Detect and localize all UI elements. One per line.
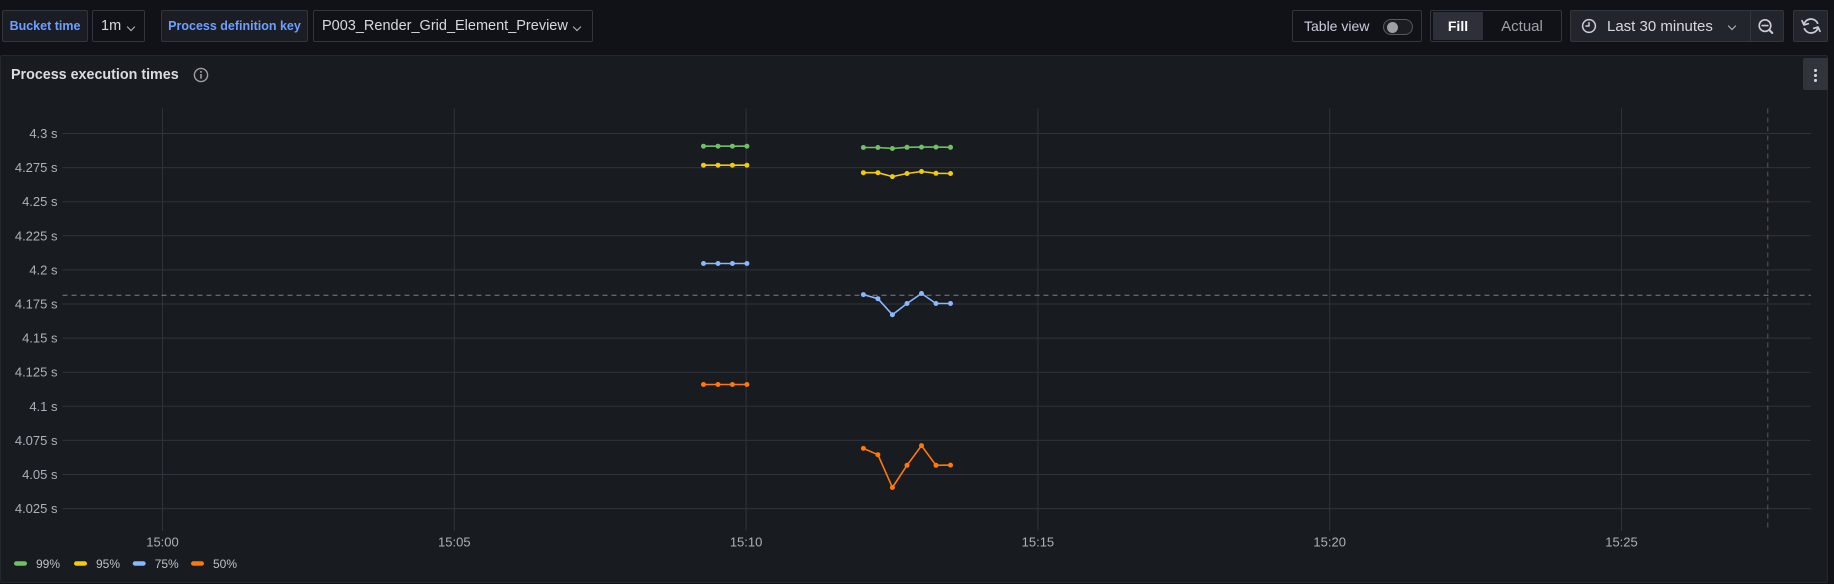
svg-text:4.275 s: 4.275 s (15, 160, 58, 175)
svg-text:4.1 s: 4.1 s (29, 399, 58, 414)
svg-text:15:15: 15:15 (1022, 535, 1055, 550)
svg-text:4.175 s: 4.175 s (15, 297, 58, 312)
svg-text:15:05: 15:05 (438, 535, 471, 550)
svg-text:15:25: 15:25 (1605, 535, 1638, 550)
svg-text:4.3 s: 4.3 s (29, 126, 58, 141)
svg-text:4.075 s: 4.075 s (15, 433, 58, 448)
svg-text:15:20: 15:20 (1313, 535, 1346, 550)
svg-text:75%: 75% (155, 557, 179, 571)
svg-text:4.025 s: 4.025 s (15, 501, 58, 516)
svg-text:15:00: 15:00 (146, 535, 179, 550)
svg-text:4.125 s: 4.125 s (15, 365, 58, 380)
svg-text:15:10: 15:10 (730, 535, 763, 550)
svg-text:4.2 s: 4.2 s (29, 262, 58, 277)
svg-text:4.25 s: 4.25 s (22, 194, 58, 209)
svg-text:50%: 50% (213, 557, 237, 571)
svg-text:4.05 s: 4.05 s (22, 467, 58, 482)
svg-text:95%: 95% (96, 557, 120, 571)
svg-text:4.225 s: 4.225 s (15, 228, 58, 243)
svg-text:4.15 s: 4.15 s (22, 331, 58, 346)
svg-text:99%: 99% (36, 557, 60, 571)
